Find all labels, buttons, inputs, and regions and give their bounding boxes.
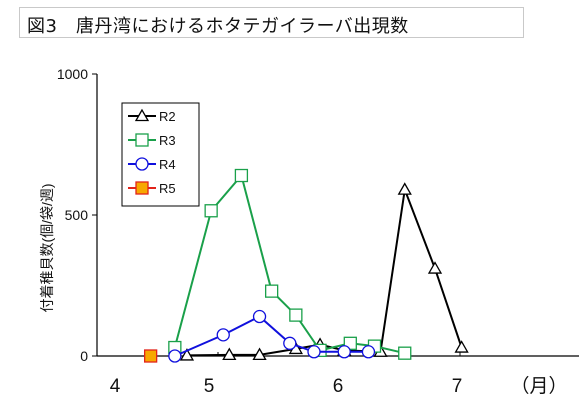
data-point-r4 [216,328,230,342]
legend-marker [135,157,149,171]
data-point-r3 [264,284,279,298]
data-point-r3 [204,204,218,218]
chart-title-box: 図3 唐丹湾におけるホタテガイラーバ出現数 [19,7,524,38]
legend-item-r5: R5 [128,181,176,196]
legend-item-r4: R4 [128,157,176,172]
data-point-r5 [143,349,158,363]
series-r4 [168,309,376,363]
data-point-r4 [252,309,267,324]
legend-label: R4 [159,157,176,172]
chart-axes: 0 500 1000 4 5 6 7 （月） 付着稚貝数(個/袋/週) [39,66,579,397]
data-point-r4 [337,345,351,359]
x-tick-label: 5 [204,376,215,397]
legend-marker [135,133,149,147]
legend-label: R3 [159,133,176,148]
data-point-r2 [454,340,469,353]
series-r3 [168,168,412,360]
x-axis-label: （月） [510,375,567,397]
legend-label: R5 [159,181,176,196]
legend-label: R2 [159,109,176,124]
data-point-r4 [307,345,321,359]
y-tick-label: 0 [80,348,88,364]
legend-marker [135,181,149,195]
x-tick-label: 7 [452,376,463,397]
data-point-r4 [283,336,297,350]
data-point-r2 [252,347,267,361]
data-point-r2 [427,261,443,274]
x-tick-label: 6 [333,376,344,397]
y-tick-label: 500 [65,207,89,223]
series-r5 [143,349,158,363]
legend: R2 R3 R4 R5 [121,102,200,207]
data-point-r3 [234,168,249,183]
legend-marker [134,108,150,122]
y-tick-label: 1000 [57,66,88,82]
data-point-r2 [222,347,237,361]
data-point-r4 [168,349,182,363]
series-layer [143,168,469,363]
y-axis-label: 付着稚貝数(個/袋/週) [39,183,55,312]
data-point-r2 [179,348,195,361]
x-tick-label: 4 [110,376,121,397]
data-point-r3 [398,346,412,360]
data-point-r3 [289,308,303,322]
data-point-r4 [361,345,376,359]
series-line-r3 [173,173,406,355]
data-point-r2 [397,182,412,195]
legend-item-r3: R3 [128,133,176,148]
chart-title: 図3 唐丹湾におけるホタテガイラーバ出現数 [27,16,409,37]
legend-item-r2: R2 [128,108,176,124]
